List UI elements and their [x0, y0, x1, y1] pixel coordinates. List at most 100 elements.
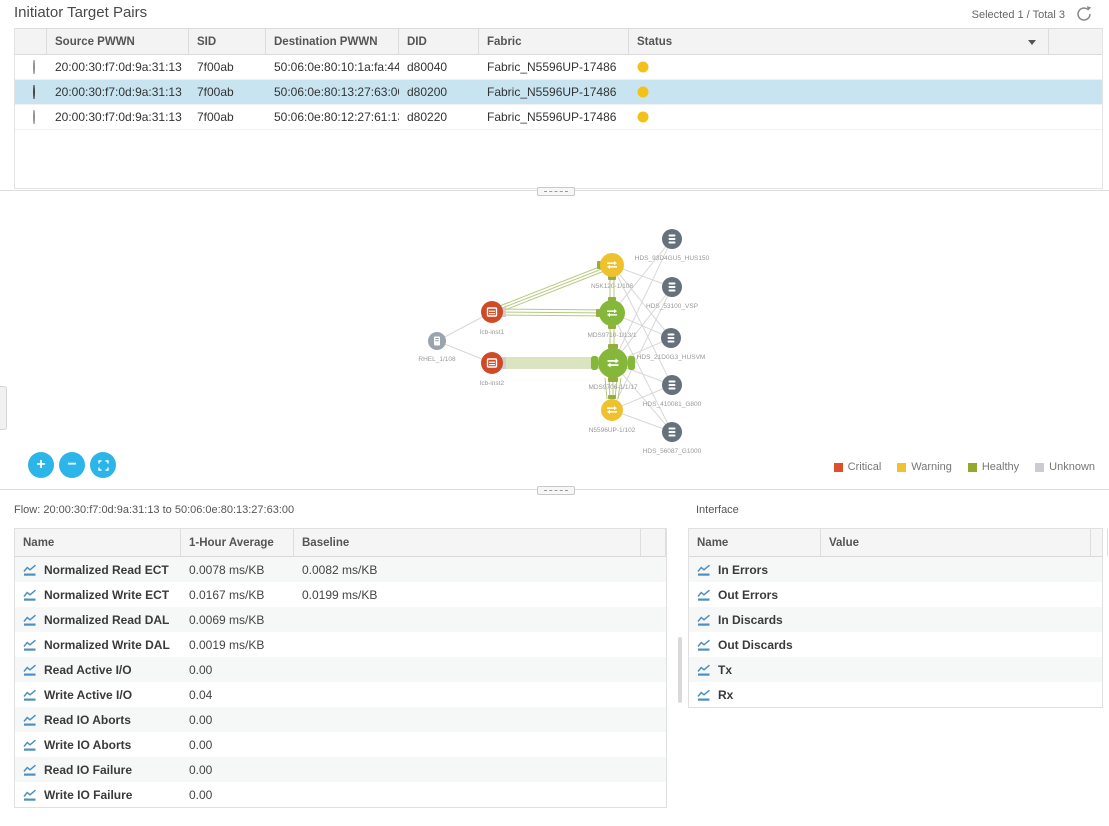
chart-line-icon[interactable]: [697, 589, 711, 601]
chart-line-icon[interactable]: [697, 564, 711, 576]
column-spacer: [641, 529, 666, 556]
chart-line-icon[interactable]: [23, 614, 37, 626]
chart-line-icon[interactable]: [23, 564, 37, 576]
metric-average: 0.00: [189, 712, 213, 727]
svg-text:HDS_56087_G1000: HDS_56087_G1000: [643, 448, 702, 455]
refresh-icon[interactable]: [1075, 5, 1093, 23]
column-status[interactable]: Status: [629, 29, 1049, 54]
svg-text:N5596UP-1/102: N5596UP-1/102: [589, 427, 636, 434]
svg-text:MDS9710-1/13/1: MDS9710-1/13/1: [587, 332, 637, 339]
host-icon: [486, 358, 498, 368]
metric-row: Write Active I/O 0.04: [15, 682, 666, 707]
metric-name: Read IO Failure: [44, 762, 133, 777]
topology-node-switch[interactable]: N5K120-1/108: [591, 253, 633, 290]
svg-text:MDS9706-1/1/17: MDS9706-1/1/17: [588, 384, 638, 391]
svg-text:lcb-inst2: lcb-inst2: [480, 380, 505, 387]
topology-node-switch[interactable]: MDS9710-1/13/1: [587, 297, 637, 339]
radio-button[interactable]: [33, 110, 35, 124]
svg-text:lcb-inst1: lcb-inst1: [480, 329, 505, 336]
metric-name: Read Active I/O: [44, 662, 132, 677]
column-sid[interactable]: SID: [189, 29, 266, 54]
column-did[interactable]: DID: [399, 29, 479, 54]
chart-line-icon[interactable]: [697, 639, 711, 651]
scrollbar-thumb[interactable]: [678, 637, 682, 703]
legend-item-healthy: Healthy: [967, 461, 1019, 473]
zoom-fit-button[interactable]: [90, 452, 116, 478]
metric-row: Normalized Write DAL 0.0019 ms/KB: [15, 632, 666, 657]
topology-node-host[interactable]: lcb-inst1: [480, 301, 506, 336]
metric-name: Write Active I/O: [44, 687, 133, 702]
metric-name: Out Discards: [718, 637, 793, 652]
status-dot: [637, 61, 649, 73]
topology-node-storage[interactable]: HDS_56087_G1000: [643, 422, 702, 455]
pair-row[interactable]: 20:00:30:f7:0d:9a:31:13 7f00ab 50:06:0e:…: [15, 105, 1102, 130]
metric-average: 0.0078 ms/KB: [189, 562, 265, 577]
metric-name: Read IO Aborts: [44, 712, 131, 727]
chart-line-icon[interactable]: [23, 714, 37, 726]
column-name: Name: [689, 529, 821, 556]
topology-node-server[interactable]: RHEL_1/108: [418, 332, 456, 363]
column-fabric[interactable]: Fabric: [479, 29, 629, 54]
topology-node-storage[interactable]: HDS_410081_G800: [643, 375, 702, 408]
column-baseline: Baseline: [294, 529, 641, 556]
svg-text:HDS_93D4GU5_HUS150: HDS_93D4GU5_HUS150: [635, 255, 710, 262]
did: d80200: [407, 85, 448, 99]
topology-legend: Critical Warning Healthy Unknown: [833, 461, 1095, 473]
topology-node-storage[interactable]: HDS_21D0G3_HUSVM: [637, 328, 706, 361]
legend-item-critical: Critical: [833, 461, 881, 473]
metric-row: Write IO Aborts 0.00: [15, 732, 666, 757]
pair-row[interactable]: 20:00:30:f7:0d:9a:31:13 7f00ab 50:06:0e:…: [15, 55, 1102, 80]
topology-node-storage[interactable]: HDS_93D4GU5_HUS150: [635, 229, 710, 262]
destination-pwwn: 50:06:0e:80:12:27:61:13: [274, 110, 399, 124]
chart-line-icon[interactable]: [697, 689, 711, 701]
source-pwwn: 20:00:30:f7:0d:9a:31:13: [55, 85, 182, 99]
interface-table-header: Name Value: [689, 529, 1108, 557]
metric-name: In Errors: [718, 562, 769, 577]
panel-collapse-handle[interactable]: [0, 386, 7, 430]
storage-icon: [668, 427, 676, 437]
metric-row: Read IO Aborts 0.00: [15, 707, 666, 732]
metric-row: Out Discards: [689, 632, 1102, 657]
chart-line-icon[interactable]: [697, 614, 711, 626]
metric-average: 0.04: [189, 687, 213, 702]
metric-row: Rx: [689, 682, 1102, 707]
topology-node-switch[interactable]: N5596UP-1/102: [589, 395, 636, 434]
topology-canvas[interactable]: RHEL_1/108 lcb-inst1 lcb-inst2: [0, 192, 1109, 484]
fabric: Fabric_N5596UP-17486: [487, 110, 617, 124]
zoom-in-button[interactable]: +: [28, 452, 54, 478]
column-destination-pwwn[interactable]: Destination PWWN: [266, 29, 399, 54]
storage-icon: [667, 333, 675, 343]
column-name: Name: [15, 529, 181, 556]
metric-name: Write IO Failure: [44, 787, 133, 802]
splitter-handle[interactable]: [537, 486, 575, 495]
column-source-pwwn[interactable]: Source PWWN: [47, 29, 189, 54]
zoom-out-button[interactable]: −: [59, 452, 85, 478]
metric-name: Normalized Read ECT: [44, 562, 169, 577]
topology-links-gray: [436, 238, 673, 433]
status-dot: [637, 111, 649, 123]
topology-node-switch[interactable]: MDS9706-1/1/17: [588, 344, 638, 391]
chart-line-icon[interactable]: [23, 639, 37, 651]
filter-caret-icon[interactable]: [1028, 40, 1036, 45]
source-pwwn: 20:00:30:f7:0d:9a:31:13: [55, 60, 182, 74]
storage-icon: [668, 380, 676, 390]
chart-line-icon[interactable]: [23, 764, 37, 776]
topology-node-host[interactable]: lcb-inst2: [480, 352, 506, 387]
metric-name: Out Errors: [718, 587, 779, 602]
chart-line-icon[interactable]: [697, 664, 711, 676]
chart-line-icon[interactable]: [23, 739, 37, 751]
radio-button[interactable]: [33, 60, 35, 74]
switch-icon: [607, 406, 617, 414]
topology-node-storage[interactable]: HDS_53100_VSP: [646, 277, 698, 310]
metric-name: Tx: [718, 662, 733, 677]
chart-line-icon[interactable]: [23, 664, 37, 676]
chart-line-icon[interactable]: [23, 589, 37, 601]
chart-line-icon[interactable]: [23, 789, 37, 801]
radio-button[interactable]: [33, 85, 35, 99]
splitter-handle[interactable]: [537, 187, 575, 196]
metric-name: Write IO Aborts: [44, 737, 132, 752]
metric-name: In Discards: [718, 612, 783, 627]
pair-row[interactable]: 20:00:30:f7:0d:9a:31:13 7f00ab 50:06:0e:…: [15, 80, 1102, 105]
chart-line-icon[interactable]: [23, 689, 37, 701]
metric-row: In Discards: [689, 607, 1102, 632]
